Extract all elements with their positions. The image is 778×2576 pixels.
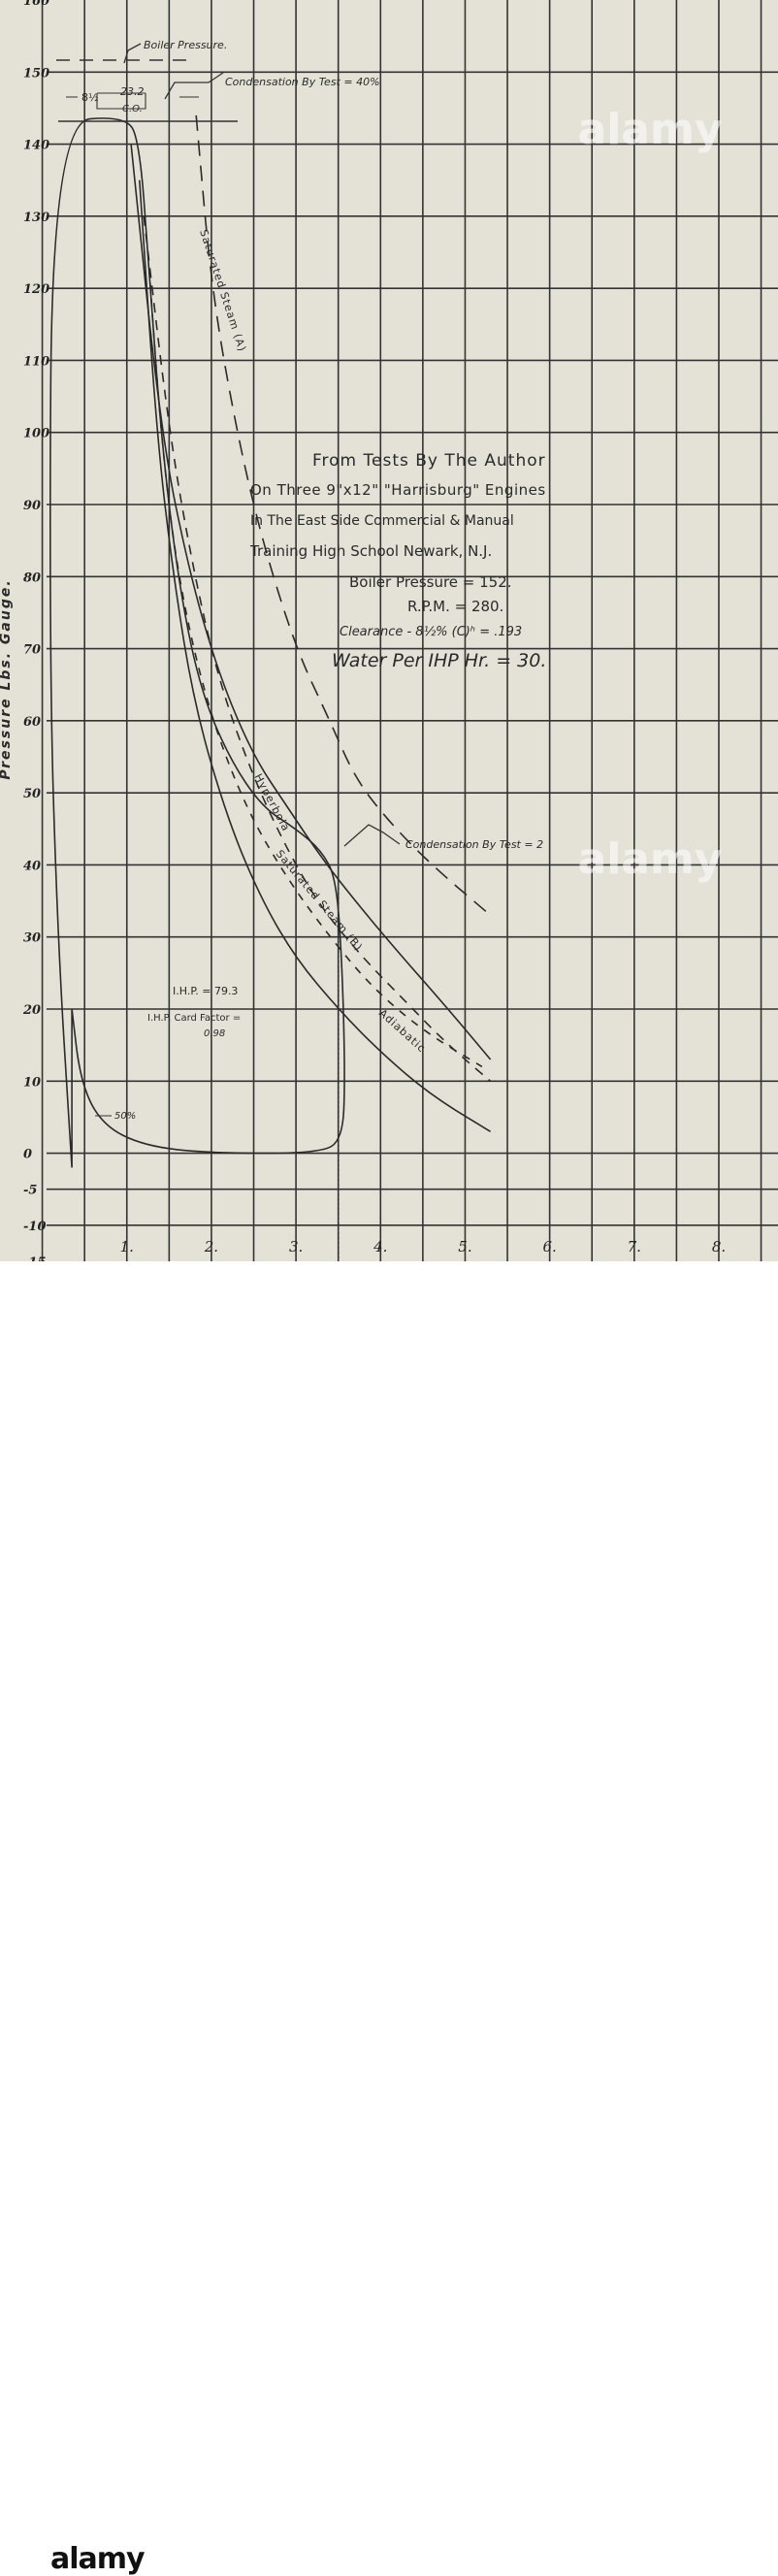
footer-bar: alamy xyxy=(0,1261,778,2576)
info-line: In The East Side Commercial & Manual xyxy=(250,513,514,529)
y-tick-label: 40 xyxy=(23,859,41,873)
condensation-top-label: Condensation By Test = 40% xyxy=(225,76,380,88)
clearance-small-label: 8½ xyxy=(81,91,99,104)
y-tick-label: -5 xyxy=(23,1184,37,1198)
card-factor-value: 0.98 xyxy=(204,1028,225,1039)
x-tick-label: 5. xyxy=(458,1238,471,1255)
chart-area: 160 150 140 130 120 110 100 90 80 70 60 50 40 30 20 10 0… xyxy=(0,0,778,1270)
info-line: Clearance - 8½% (C)ʰ = .193 xyxy=(340,625,522,639)
card-factor-label: I.H.P. Card Factor = xyxy=(147,1013,241,1024)
boiler-pressure-arrow xyxy=(123,43,142,64)
series-line-saturated-steam-A xyxy=(195,114,492,917)
y-tick-label: 20 xyxy=(22,1003,41,1018)
info-line: Water Per IHP Hr. = 30. xyxy=(332,650,546,671)
ihp-label: I.H.P. = 79.3 xyxy=(173,985,238,997)
axis-ticks: 1601501401301201101009080706050403020100… xyxy=(22,0,726,1270)
series-line-adiabatic xyxy=(139,179,492,1132)
cutoff-arrows xyxy=(66,92,199,110)
info-line: R.P.M. = 280. xyxy=(407,598,503,615)
curve-label-hyperbola: Hyperbola xyxy=(251,771,292,833)
watermark: alamy xyxy=(578,105,723,154)
condensation-mid-label: Condensation By Test = 2 xyxy=(405,838,543,851)
y-tick-label: 100 xyxy=(23,427,49,441)
info-line: From Tests By The Author xyxy=(312,451,546,471)
x-tick-label: 3. xyxy=(289,1238,303,1255)
grid xyxy=(41,0,778,1261)
condensation-top-bracket xyxy=(164,72,224,100)
y-tick-label: 110 xyxy=(23,354,49,369)
info-line: Training High School Newark, N.J. xyxy=(249,542,492,560)
series-line-dashed-inner xyxy=(146,251,483,1068)
indicator-diagram: 1601501401301201101009080706050403020100… xyxy=(0,0,778,1270)
info-line: On Three 9"x12" "Harrisburg" Engines xyxy=(250,481,546,499)
y-tick-label: 120 xyxy=(23,282,49,297)
release-label: 50% xyxy=(114,1111,136,1122)
boiler-pressure-label: Boiler Pressure. xyxy=(144,39,227,51)
y-tick-label: 50 xyxy=(23,787,41,801)
y-tick-label: -10 xyxy=(23,1220,47,1234)
y-tick-label: 160 xyxy=(23,0,49,9)
y-tick-label: 140 xyxy=(23,139,49,153)
series-line-saturated-steam-B xyxy=(143,215,492,1082)
x-tick-label: 8. xyxy=(712,1238,726,1255)
x-tick-label: 6. xyxy=(542,1238,556,1255)
y-tick-label: 0 xyxy=(23,1148,32,1162)
y-tick-label: 130 xyxy=(23,211,49,225)
y-tick-label: 150 xyxy=(23,66,49,81)
y-axis-label: Pressure Lbs. Gauge. xyxy=(0,578,14,779)
curve-label-saturated-a: Saturated Steam (A) xyxy=(197,228,248,354)
info-line: Boiler Pressure = 152. xyxy=(349,573,512,591)
x-tick-label: 1. xyxy=(120,1238,134,1255)
y-tick-label: 10 xyxy=(23,1075,41,1090)
x-tick-label: 7. xyxy=(628,1238,641,1255)
x-tick-label: 2. xyxy=(204,1238,218,1255)
curve-label-saturated-b: Saturated Steam (B) xyxy=(274,848,366,954)
y-tick-label: 70 xyxy=(23,643,41,658)
curves xyxy=(49,114,492,1168)
cutoff-label: 23.2 xyxy=(120,85,145,98)
y-tick-label: 80 xyxy=(23,571,41,585)
condensation-mid-bracket xyxy=(343,824,401,847)
y-tick-label: 90 xyxy=(23,499,41,513)
y-tick-label: 30 xyxy=(23,931,41,946)
watermark: alamy xyxy=(578,834,723,884)
series-line-indicator-card xyxy=(49,117,345,1168)
info-box: From Tests By The Author On Three 9"x12"… xyxy=(249,451,546,671)
y-tick-label: 60 xyxy=(23,715,41,730)
brand-logo: alamy xyxy=(50,2542,146,2576)
series-line-hyperbola xyxy=(130,144,492,1060)
x-tick-label: 4. xyxy=(373,1238,387,1255)
